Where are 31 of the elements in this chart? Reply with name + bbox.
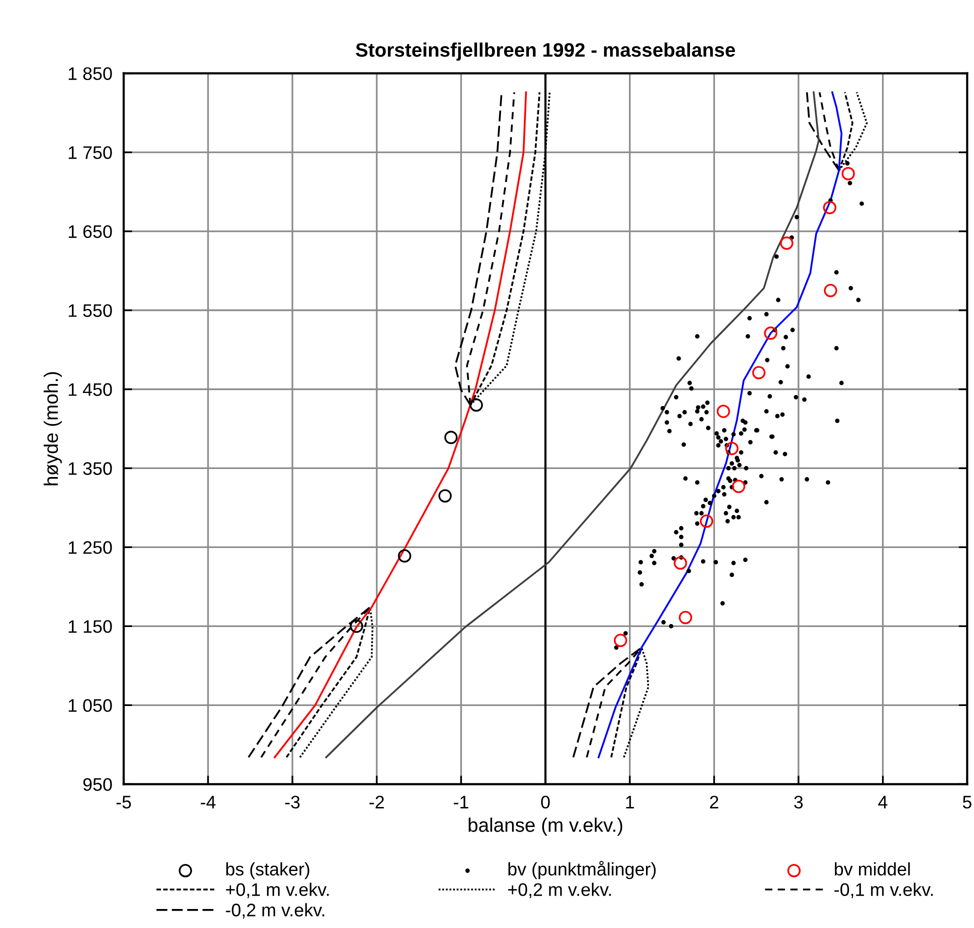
y-axis-title: høyde (moh.) [44, 372, 62, 486]
x-tick-label: 1 [626, 796, 634, 808]
x-tick-label: -5 [116, 796, 131, 809]
x-tick-label: 5 [962, 796, 972, 809]
y-tick-label: 1 550 [68, 304, 112, 317]
y-tick-label: 1 750 [68, 146, 112, 160]
legend-label: +0,2 m v.ekv. [508, 882, 611, 898]
y-tick-label: 1 150 [68, 620, 112, 633]
y-tick-label: 1 650 [68, 225, 112, 238]
x-tick-label: 0 [541, 796, 550, 809]
x-tick-label: 4 [878, 796, 888, 808]
x-tick-label: -2 [370, 796, 384, 808]
y-tick-label: 1 050 [68, 699, 112, 712]
chart-title: Storsteinsfjellbreen 1992 - massebalanse [356, 42, 736, 61]
legend-label: -0,2 m v.ekv. [226, 903, 324, 919]
y-tick-label: 950 [83, 778, 112, 791]
x-axis-title: balanse (m v.ekv.) [468, 818, 622, 836]
y-tick-label: 1 450 [68, 383, 112, 396]
legend-label: +0,1 m v.ekv. [226, 882, 329, 898]
legend-label: -0,1 m v.ekv. [834, 882, 933, 898]
x-tick-label: -3 [285, 796, 300, 809]
legend-label: bv (punktmålinger) [508, 860, 656, 880]
legend-label: bs (staker) [226, 862, 310, 880]
y-tick-label: 1 350 [68, 462, 112, 475]
x-tick-label: 2 [710, 796, 718, 808]
x-tick-label: -1 [454, 796, 468, 808]
x-tick-label: 3 [794, 796, 803, 809]
x-tick-label: -4 [200, 796, 216, 808]
y-tick-label: 1 250 [68, 541, 112, 554]
y-tick-label: 1 850 [68, 67, 112, 80]
legend-label: bv middel [834, 862, 910, 876]
